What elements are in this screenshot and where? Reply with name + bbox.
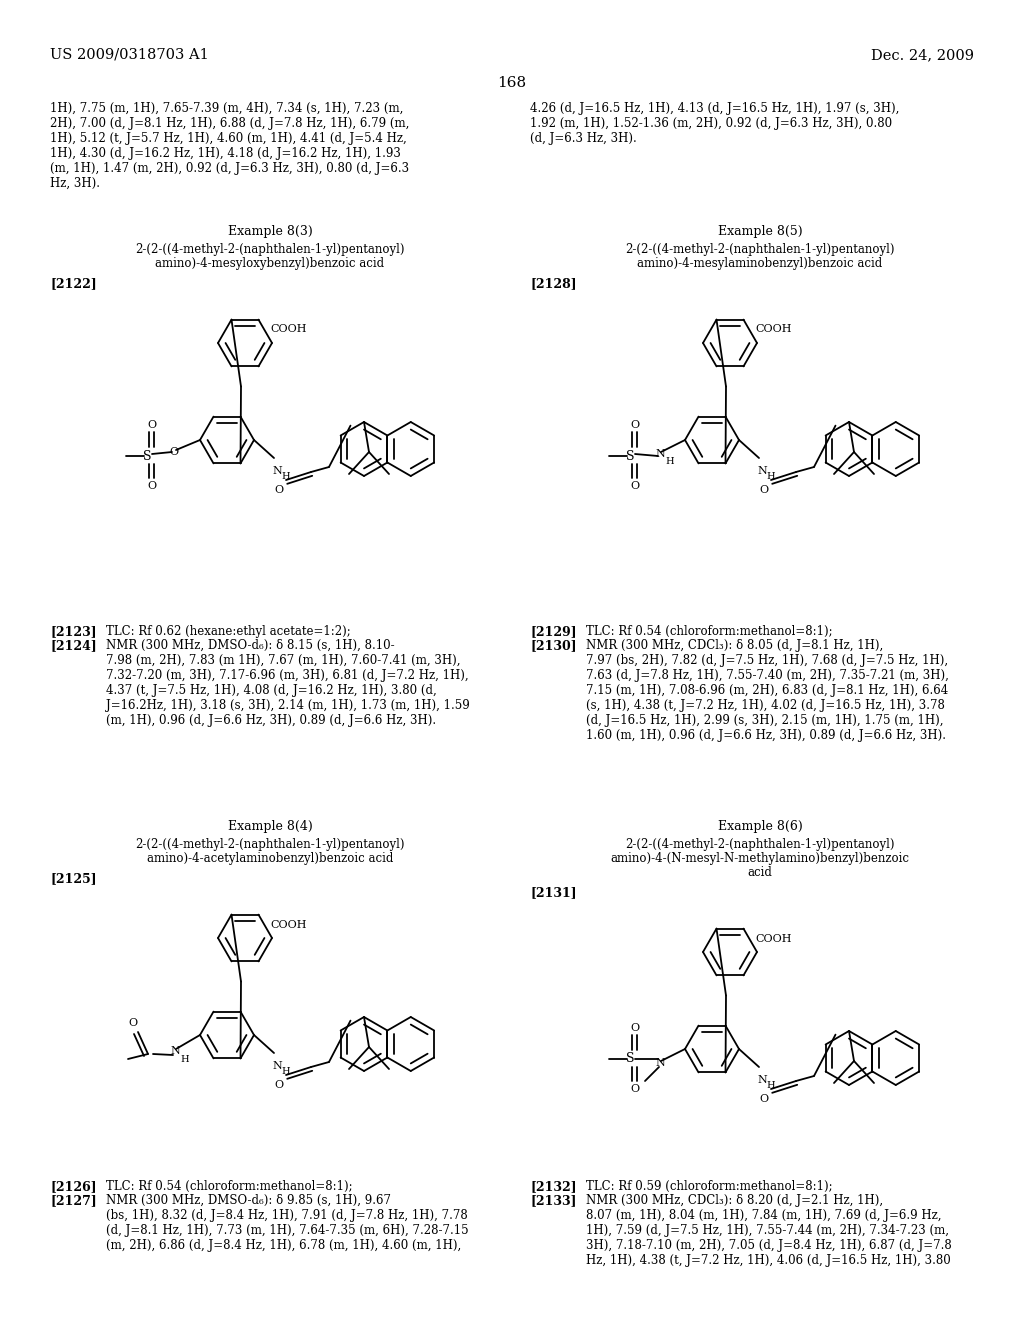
Text: TLC: Rf 0.54 (chloroform:methanol=8:1);: TLC: Rf 0.54 (chloroform:methanol=8:1);	[586, 624, 833, 638]
Text: O: O	[630, 420, 639, 430]
Text: [2130]: [2130]	[530, 639, 577, 652]
Text: [2128]: [2128]	[530, 277, 577, 290]
Text: H: H	[665, 458, 674, 466]
Text: [2132]: [2132]	[530, 1180, 577, 1193]
Text: 2-(2-((4-methyl-2-(naphthalen-1-yl)pentanoyl): 2-(2-((4-methyl-2-(naphthalen-1-yl)penta…	[626, 243, 895, 256]
Text: S: S	[626, 450, 635, 462]
Text: H: H	[281, 473, 290, 480]
Text: O: O	[630, 1084, 639, 1094]
Text: O: O	[759, 1094, 768, 1104]
Text: [2127]: [2127]	[50, 1195, 96, 1206]
Text: [2122]: [2122]	[50, 277, 96, 290]
Text: [2133]: [2133]	[530, 1195, 577, 1206]
Text: [2129]: [2129]	[530, 624, 577, 638]
Text: COOH: COOH	[270, 920, 307, 929]
Text: [2126]: [2126]	[50, 1180, 96, 1193]
Text: amino)-4-acetylaminobenzyl)benzoic acid: amino)-4-acetylaminobenzyl)benzoic acid	[146, 851, 393, 865]
Text: Example 8(5): Example 8(5)	[718, 224, 803, 238]
Text: Example 8(3): Example 8(3)	[227, 224, 312, 238]
Text: O: O	[274, 484, 283, 495]
Text: 2-(2-((4-methyl-2-(naphthalen-1-yl)pentanoyl): 2-(2-((4-methyl-2-(naphthalen-1-yl)penta…	[626, 838, 895, 851]
Text: [2125]: [2125]	[50, 873, 96, 884]
Text: TLC: Rf 0.54 (chloroform:methanol=8:1);: TLC: Rf 0.54 (chloroform:methanol=8:1);	[106, 1180, 352, 1193]
Text: O: O	[169, 447, 178, 457]
Text: O: O	[147, 420, 156, 430]
Text: N: N	[757, 1074, 767, 1085]
Text: amino)-4-mesylaminobenzyl)benzoic acid: amino)-4-mesylaminobenzyl)benzoic acid	[637, 257, 883, 271]
Text: N: N	[170, 1045, 180, 1056]
Text: [2123]: [2123]	[50, 624, 96, 638]
Text: H: H	[180, 1055, 188, 1064]
Text: TLC: Rf 0.62 (hexane:ethyl acetate=1:2);: TLC: Rf 0.62 (hexane:ethyl acetate=1:2);	[106, 624, 351, 638]
Text: 4.26 (d, J=16.5 Hz, 1H), 4.13 (d, J=16.5 Hz, 1H), 1.97 (s, 3H),
1.92 (m, 1H), 1.: 4.26 (d, J=16.5 Hz, 1H), 4.13 (d, J=16.5…	[530, 102, 899, 145]
Text: NMR (300 MHz, DMSO-d₆): δ 9.85 (s, 1H), 9.67
(bs, 1H), 8.32 (d, J=8.4 Hz, 1H), 7: NMR (300 MHz, DMSO-d₆): δ 9.85 (s, 1H), …	[106, 1195, 469, 1251]
Text: TLC: Rf 0.59 (chloroform:methanol=8:1);: TLC: Rf 0.59 (chloroform:methanol=8:1);	[586, 1180, 833, 1193]
Text: Example 8(4): Example 8(4)	[227, 820, 312, 833]
Text: O: O	[630, 1023, 639, 1034]
Text: NMR (300 MHz, CDCl₃): δ 8.20 (d, J=2.1 Hz, 1H),
8.07 (m, 1H), 8.04 (m, 1H), 7.84: NMR (300 MHz, CDCl₃): δ 8.20 (d, J=2.1 H…	[586, 1195, 951, 1267]
Text: acid: acid	[748, 866, 772, 879]
Text: O: O	[759, 484, 768, 495]
Text: O: O	[147, 480, 156, 491]
Text: COOH: COOH	[270, 325, 307, 334]
Text: S: S	[143, 450, 152, 462]
Text: 2-(2-((4-methyl-2-(naphthalen-1-yl)pentanoyl): 2-(2-((4-methyl-2-(naphthalen-1-yl)penta…	[135, 243, 404, 256]
Text: 1H), 7.75 (m, 1H), 7.65-7.39 (m, 4H), 7.34 (s, 1H), 7.23 (m,
2H), 7.00 (d, J=8.1: 1H), 7.75 (m, 1H), 7.65-7.39 (m, 4H), 7.…	[50, 102, 410, 190]
Text: NMR (300 MHz, DMSO-d₆): δ 8.15 (s, 1H), 8.10-
7.98 (m, 2H), 7.83 (m 1H), 7.67 (m: NMR (300 MHz, DMSO-d₆): δ 8.15 (s, 1H), …	[106, 639, 470, 727]
Text: N: N	[655, 1059, 665, 1068]
Text: amino)-4-(N-mesyl-N-methylamino)benzyl)benzoic: amino)-4-(N-mesyl-N-methylamino)benzyl)b…	[610, 851, 909, 865]
Text: O: O	[274, 1080, 283, 1090]
Text: Dec. 24, 2009: Dec. 24, 2009	[871, 48, 974, 62]
Text: H: H	[281, 1067, 290, 1076]
Text: 168: 168	[498, 77, 526, 90]
Text: H: H	[766, 473, 774, 480]
Text: US 2009/0318703 A1: US 2009/0318703 A1	[50, 48, 209, 62]
Text: S: S	[626, 1052, 635, 1065]
Text: O: O	[630, 480, 639, 491]
Text: O: O	[128, 1018, 137, 1028]
Text: N: N	[272, 466, 282, 477]
Text: 2-(2-((4-methyl-2-(naphthalen-1-yl)pentanoyl): 2-(2-((4-methyl-2-(naphthalen-1-yl)penta…	[135, 838, 404, 851]
Text: Example 8(6): Example 8(6)	[718, 820, 803, 833]
Text: N: N	[272, 1061, 282, 1071]
Text: N: N	[757, 466, 767, 477]
Text: N: N	[655, 449, 665, 459]
Text: COOH: COOH	[756, 325, 792, 334]
Text: COOH: COOH	[756, 933, 792, 944]
Text: H: H	[766, 1081, 774, 1090]
Text: [2124]: [2124]	[50, 639, 96, 652]
Text: [2131]: [2131]	[530, 886, 577, 899]
Text: amino)-4-mesyloxybenzyl)benzoic acid: amino)-4-mesyloxybenzyl)benzoic acid	[156, 257, 385, 271]
Text: NMR (300 MHz, CDCl₃): δ 8.05 (d, J=8.1 Hz, 1H),
7.97 (bs, 2H), 7.82 (d, J=7.5 Hz: NMR (300 MHz, CDCl₃): δ 8.05 (d, J=8.1 H…	[586, 639, 949, 742]
